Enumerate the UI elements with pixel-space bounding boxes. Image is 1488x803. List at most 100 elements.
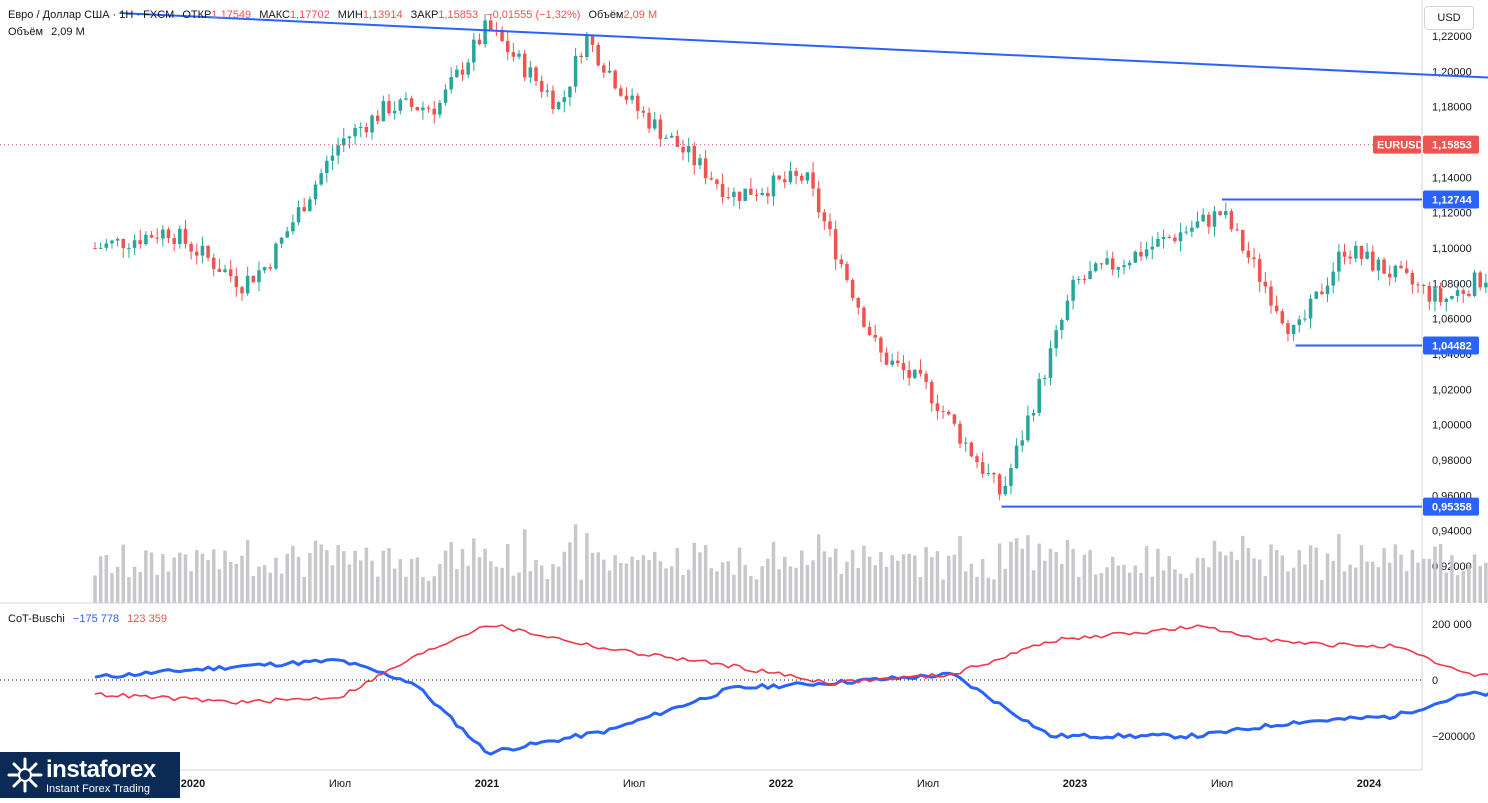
volume-bar <box>223 551 227 603</box>
volume-bar <box>127 577 131 603</box>
volume-bar <box>845 562 849 603</box>
candle-body <box>506 41 510 52</box>
volume-bar <box>1207 567 1211 603</box>
candle-body <box>1371 252 1375 271</box>
volume-bar <box>1167 556 1171 603</box>
volume-bar <box>563 552 567 603</box>
candle-body <box>1145 249 1149 256</box>
volume-bar <box>495 567 499 603</box>
volume-bar <box>1083 555 1087 603</box>
candle-body <box>1252 258 1256 260</box>
candle-body <box>1077 279 1081 280</box>
candle-body <box>715 180 719 184</box>
candle-body <box>563 97 567 102</box>
volume-bar <box>760 566 764 603</box>
volume-bar <box>800 551 804 603</box>
volume-bar <box>1224 555 1228 603</box>
candle-body <box>144 235 148 244</box>
volume-bar <box>1020 549 1024 603</box>
volume-line-label: Объём <box>8 26 43 38</box>
candle-body <box>314 185 318 200</box>
candle-body <box>1004 486 1008 494</box>
volume-bar <box>512 576 516 603</box>
volume-bar <box>1371 562 1375 603</box>
volume-bar <box>280 574 284 603</box>
volume-bar <box>1049 549 1053 603</box>
price-level-label: 0,95358 <box>1432 502 1472 514</box>
volume-bar <box>472 539 476 603</box>
candle-body <box>596 45 600 65</box>
volume-bar <box>483 549 487 603</box>
volume-bar <box>738 548 742 603</box>
volume-bar <box>444 551 448 603</box>
candle-body <box>1365 252 1369 259</box>
candle-body <box>523 54 527 78</box>
close-value: 1,15853 <box>438 9 478 21</box>
volume-bar <box>382 551 386 603</box>
candle-body <box>291 222 295 231</box>
candle-body <box>777 176 781 180</box>
candle-body <box>676 136 680 147</box>
candle-body <box>201 246 205 256</box>
volume-bar <box>285 554 289 603</box>
volume-bar <box>591 553 595 603</box>
volume-bar <box>178 553 182 603</box>
candle-body <box>416 107 420 110</box>
candle-body <box>1388 274 1392 278</box>
volume-bar <box>930 557 934 603</box>
candle-body <box>483 20 487 44</box>
volume-bar <box>1100 573 1104 603</box>
candle-body <box>1343 252 1347 257</box>
candle-body <box>365 127 369 132</box>
candle-body <box>370 116 374 133</box>
last-price-label: 1,15853 <box>1432 140 1472 152</box>
candle-body <box>319 173 323 184</box>
candle-body <box>1303 319 1307 320</box>
volume-bar <box>1156 549 1160 603</box>
candle-body <box>1258 259 1262 282</box>
candle-body <box>432 109 436 115</box>
candle-body <box>630 96 634 100</box>
volume-bar <box>172 558 176 603</box>
currency-button[interactable]: USD <box>1424 6 1474 30</box>
candle-body <box>246 276 250 294</box>
candle-body <box>93 248 97 249</box>
candle-body <box>1478 273 1482 288</box>
candle-body <box>1224 211 1228 215</box>
candle-body <box>557 102 561 109</box>
candle-body <box>1218 211 1222 215</box>
candle-body <box>1399 266 1403 269</box>
candle-body <box>1382 260 1386 274</box>
volume-bar <box>1162 570 1166 603</box>
candle-body <box>766 193 770 196</box>
candle-body <box>1122 265 1126 267</box>
volume-bar <box>1388 563 1392 603</box>
price-tick-label: 1,00000 <box>1432 420 1472 432</box>
candle-body <box>1467 294 1471 296</box>
candle-body <box>579 56 583 57</box>
volume-bar <box>1184 578 1188 603</box>
volume-bar <box>1439 544 1443 603</box>
volume-bar <box>1218 552 1222 603</box>
volume-bar <box>235 564 239 603</box>
volume-bar <box>958 536 962 603</box>
volume-bar <box>557 567 561 603</box>
price-tick-label: 0,98000 <box>1432 455 1472 467</box>
volume-bar <box>1037 544 1041 603</box>
volume-bar <box>546 579 550 603</box>
candle-body <box>1071 280 1075 301</box>
volume-bar <box>834 549 838 603</box>
volume-bar <box>998 543 1002 603</box>
candle-body <box>1264 282 1268 287</box>
candle-body <box>1207 215 1211 227</box>
volume-bar <box>291 546 295 603</box>
candle-body <box>517 54 521 57</box>
volume-bar <box>1450 555 1454 603</box>
candle-body <box>1337 252 1341 272</box>
volume-bar <box>1292 568 1296 603</box>
candle-body <box>1354 246 1358 259</box>
volume-bar <box>1179 574 1183 603</box>
candle-body <box>399 100 403 111</box>
